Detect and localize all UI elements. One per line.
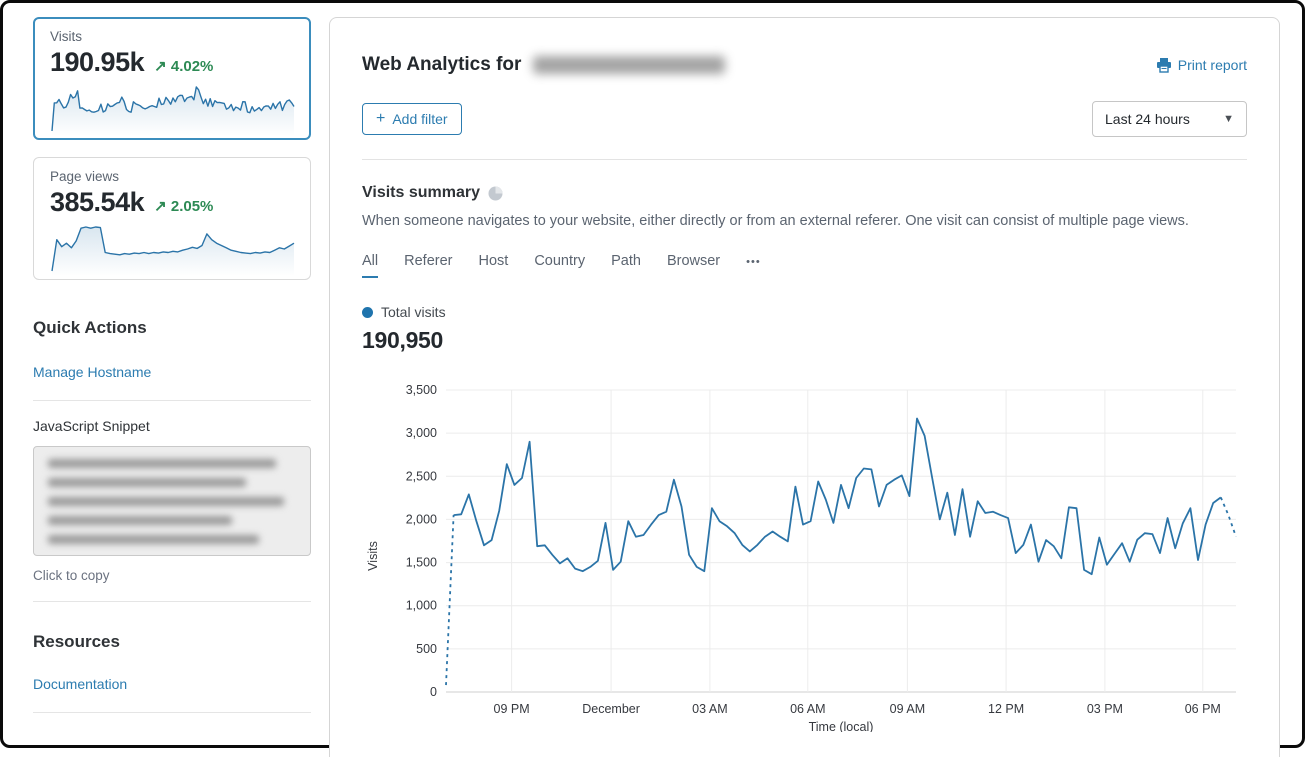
manage-hostname-link[interactable]: Manage Hostname bbox=[33, 364, 152, 380]
time-range-value: Last 24 hours bbox=[1105, 111, 1190, 127]
js-snippet-label: JavaScript Snippet bbox=[33, 418, 150, 434]
divider bbox=[362, 159, 1247, 160]
up-right-arrow-icon: ↗ bbox=[154, 198, 167, 215]
tab-path[interactable]: Path bbox=[611, 253, 641, 269]
add-filter-button[interactable]: + Add filter bbox=[362, 103, 462, 135]
blurred-code-line bbox=[48, 535, 259, 544]
visits-metric-card[interactable]: Visits 190.95k ↗ 4.02% bbox=[33, 17, 311, 140]
chart-legend: Total visits bbox=[362, 304, 1247, 320]
tab-country[interactable]: Country bbox=[534, 253, 586, 269]
print-report-label: Print report bbox=[1177, 57, 1247, 73]
pageviews-card-label: Page views bbox=[50, 169, 120, 184]
divider bbox=[33, 601, 311, 602]
svg-text:3,000: 3,000 bbox=[406, 426, 437, 440]
visits-line-chart: 0 500 1,000 1,500 2,000 2,500 3,000 3,500 09 PM D… bbox=[406, 383, 1237, 732]
visits-card-label: Visits bbox=[50, 29, 83, 44]
quick-actions-heading: Quick Actions bbox=[33, 318, 147, 337]
tabs: All Referer Host Country Path Browser ••• bbox=[362, 253, 1247, 278]
legend-label: Total visits bbox=[381, 304, 446, 320]
caret-down-icon: ▼ bbox=[1223, 113, 1234, 125]
page-title: Web Analytics for bbox=[362, 54, 726, 76]
tab-browser[interactable]: Browser bbox=[666, 253, 721, 269]
pageviews-card-delta: ↗ 2.05% bbox=[154, 198, 214, 215]
visits-summary-description: When someone navigates to your website, … bbox=[362, 213, 1189, 229]
pageviews-metric-card[interactable]: Page views 385.54k ↗ 2.05% bbox=[33, 157, 311, 280]
blurred-code-line bbox=[48, 459, 277, 468]
visits-card-delta: ↗ 4.02% bbox=[154, 58, 214, 75]
pageviews-sparkline-chart bbox=[51, 226, 295, 276]
pie-chart-icon bbox=[488, 186, 503, 200]
total-visits-number: 190,950 bbox=[362, 327, 444, 353]
pageviews-card-value: 385.54k bbox=[50, 187, 145, 217]
blurred-code-line bbox=[48, 478, 247, 487]
divider bbox=[33, 712, 311, 713]
divider bbox=[33, 400, 311, 401]
plus-icon: + bbox=[376, 110, 386, 127]
tab-referer[interactable]: Referer bbox=[404, 253, 453, 269]
documentation-link[interactable]: Documentation bbox=[33, 676, 128, 692]
svg-text:06 AM: 06 AM bbox=[790, 702, 825, 716]
click-to-copy-hint: Click to copy bbox=[33, 568, 110, 583]
svg-text:09 AM: 09 AM bbox=[890, 702, 925, 716]
visits-summary-title: Visits summary bbox=[362, 184, 480, 201]
svg-text:0: 0 bbox=[430, 685, 437, 699]
time-range-select[interactable]: Last 24 hours ▼ bbox=[1092, 101, 1247, 137]
sidebar: Visits 190.95k ↗ 4.02% Page views 385.54… bbox=[33, 17, 311, 745]
svg-text:3,500: 3,500 bbox=[406, 383, 437, 397]
visits-card-value: 190.95k bbox=[50, 47, 145, 77]
tab-all[interactable]: All bbox=[362, 253, 379, 278]
svg-text:03 PM: 03 PM bbox=[1087, 702, 1123, 716]
page: Visits 190.95k ↗ 4.02% Page views 385.54… bbox=[3, 3, 1302, 757]
svg-text:09 PM: 09 PM bbox=[494, 702, 530, 716]
svg-text:1,500: 1,500 bbox=[406, 556, 437, 570]
blurred-code-line bbox=[48, 497, 284, 506]
up-right-arrow-icon: ↗ bbox=[154, 58, 167, 75]
svg-text:1,000: 1,000 bbox=[406, 599, 437, 613]
svg-text:Time (local): Time (local) bbox=[809, 720, 874, 732]
svg-text:2,000: 2,000 bbox=[406, 512, 437, 526]
blurred-code-line bbox=[48, 516, 232, 525]
tab-host[interactable]: Host bbox=[478, 253, 509, 269]
analytics-panel: Web Analytics for Print report + A bbox=[329, 17, 1280, 757]
visits-sparkline-chart bbox=[51, 86, 295, 136]
svg-text:03 AM: 03 AM bbox=[692, 702, 727, 716]
svg-text:500: 500 bbox=[416, 642, 437, 656]
tabs-more-button[interactable]: ••• bbox=[746, 256, 761, 268]
svg-text:2,500: 2,500 bbox=[406, 469, 437, 483]
printer-icon bbox=[1156, 58, 1171, 73]
resources-heading: Resources bbox=[33, 632, 120, 651]
y-axis-title: Visits bbox=[366, 541, 381, 571]
blurred-domain-name bbox=[533, 56, 726, 74]
svg-text:12 PM: 12 PM bbox=[988, 702, 1024, 716]
print-report-button[interactable]: Print report bbox=[1156, 57, 1247, 73]
visits-chart: Visits 0 500 1,000 1,500 2,000 2,500 3,000 3,50… bbox=[362, 380, 1247, 732]
js-snippet-code-box[interactable] bbox=[33, 446, 311, 556]
svg-text:06 PM: 06 PM bbox=[1185, 702, 1221, 716]
legend-dot-icon bbox=[362, 306, 373, 318]
svg-text:December: December bbox=[582, 702, 640, 716]
